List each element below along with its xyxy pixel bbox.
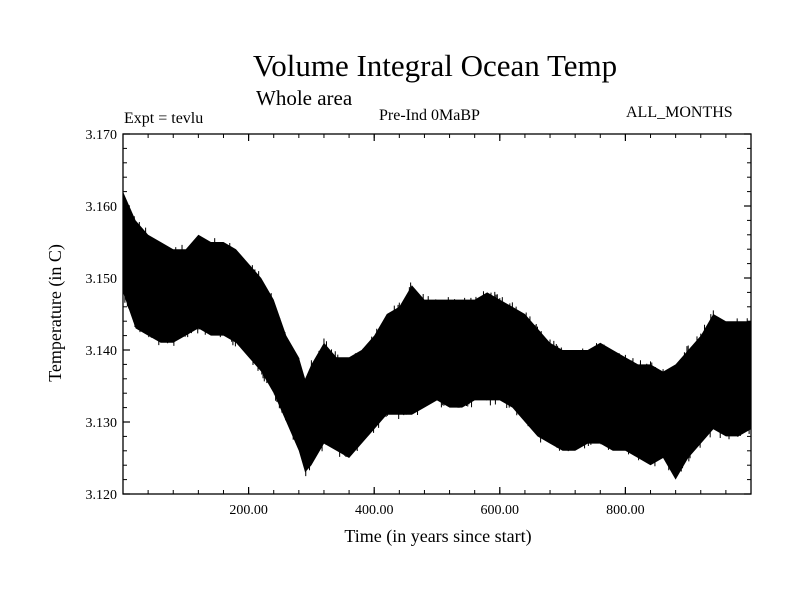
series-line (122, 196, 752, 477)
chart-title: Volume Integral Ocean Temp (252, 48, 618, 83)
y-axis-label: Temperature (in C) (45, 244, 65, 382)
y-tick-label: 3.160 (86, 200, 118, 215)
x-tick-label: 800.00 (606, 503, 645, 518)
chart-subtitle: Whole area (256, 86, 353, 110)
plot-frame (122, 133, 752, 495)
tick-layer: 3.120 3.130 3.140 3.150 3.160 3.170 200.00 400.… (86, 128, 751, 518)
y-tick-label: 3.150 (86, 272, 118, 287)
y-tick-label: 3.120 (86, 488, 118, 503)
y-tick-label: 3.140 (86, 344, 118, 359)
experiment-label: Expt = tevlu (124, 110, 204, 127)
x-axis-label: Time (in years since start) (344, 526, 532, 546)
months-label: ALL_MONTHS (626, 104, 733, 121)
x-tick-label: 200.00 (229, 503, 268, 518)
period-label: Pre-Ind 0MaBP (379, 107, 480, 124)
y-tick-label: 3.170 (86, 128, 118, 143)
x-tick-label: 600.00 (481, 503, 520, 518)
y-tick-label: 3.130 (86, 416, 118, 431)
data-series-layer (122, 191, 752, 480)
x-tick-label: 400.00 (355, 503, 394, 518)
